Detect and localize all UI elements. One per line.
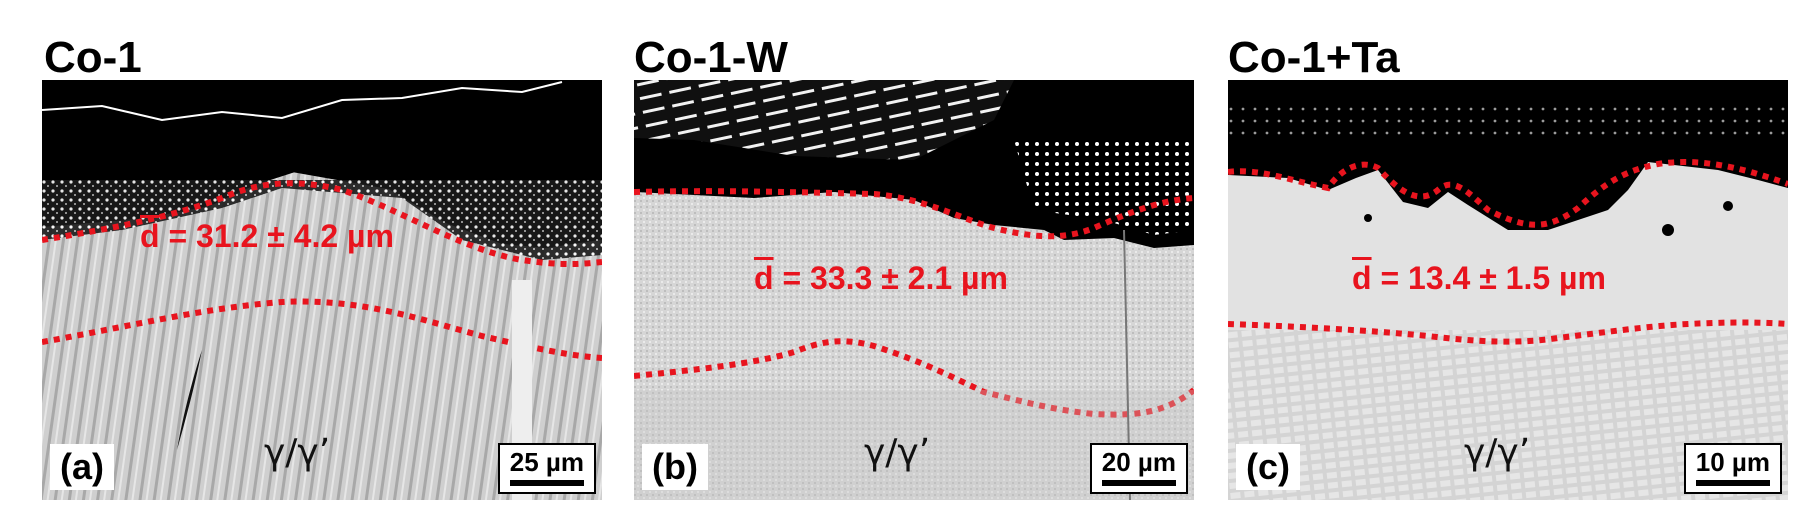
thickness-value-c: = 13.4 ± 1.5 µm [1380, 260, 1606, 296]
micrograph-image-c [1228, 80, 1788, 500]
panel-letter-a: (a) [50, 444, 114, 490]
thickness-label-c: d = 13.4 ± 1.5 µm [1352, 260, 1606, 297]
micrograph-panel-b: d = 33.3 ± 2.1 µm γ/γ’ (b) 20 µm [634, 80, 1194, 500]
scalebar-line-a [509, 480, 584, 486]
phase-label-a: γ/γ’ [264, 432, 331, 473]
scalebar-label-a: 25 µm [509, 447, 584, 477]
panel-letter-c: (c) [1236, 444, 1300, 490]
panel-letter-b: (b) [642, 444, 708, 490]
panel-title-b: Co-1-W [634, 33, 788, 82]
scalebar-label-b: 20 µm [1101, 447, 1176, 477]
depletion-boundary-line-c [1228, 319, 1788, 345]
thickness-value-b: = 33.3 ± 2.1 µm [782, 260, 1008, 296]
micrograph-image-b [634, 80, 1194, 500]
micrograph-panel-a: d = 31.2 ± 4.2 µm γ/γ’ (a) 25 µm [42, 80, 602, 500]
scalebar-line-c [1695, 480, 1770, 486]
scalebar-label-c: 10 µm [1695, 447, 1770, 477]
oxide-boundary-line-b [634, 188, 1194, 240]
micrograph-image-a [42, 80, 602, 500]
thickness-symbol-c: d [1352, 260, 1372, 296]
thickness-value-a: = 31.2 ± 4.2 µm [168, 218, 394, 254]
panel-title-a: Co-1 [44, 33, 142, 82]
scalebar-b: 20 µm [1089, 443, 1188, 494]
micrograph-panel-c: d = 13.4 ± 1.5 µm γ/γ’ (c) 10 µm [1228, 80, 1788, 500]
oxide-boundary-line-c [1228, 159, 1788, 228]
thickness-label-b: d = 33.3 ± 2.1 µm [754, 260, 1008, 297]
oxide-boundary-line-a [42, 180, 602, 267]
thickness-symbol-b: d [754, 260, 774, 296]
scalebar-c: 10 µm [1683, 443, 1782, 494]
depletion-boundary-line-a [42, 298, 602, 361]
scalebar-line-b [1101, 480, 1176, 486]
scalebar-a: 25 µm [497, 443, 596, 494]
panel-title-c: Co-1+Ta [1228, 33, 1400, 82]
thickness-label-a: d = 31.2 ± 4.2 µm [140, 218, 394, 255]
thickness-symbol-a: d [140, 218, 160, 254]
phase-label-b: γ/γ’ [864, 432, 931, 473]
depletion-boundary-line-b [634, 338, 1194, 418]
phase-label-c: γ/γ’ [1464, 432, 1531, 473]
